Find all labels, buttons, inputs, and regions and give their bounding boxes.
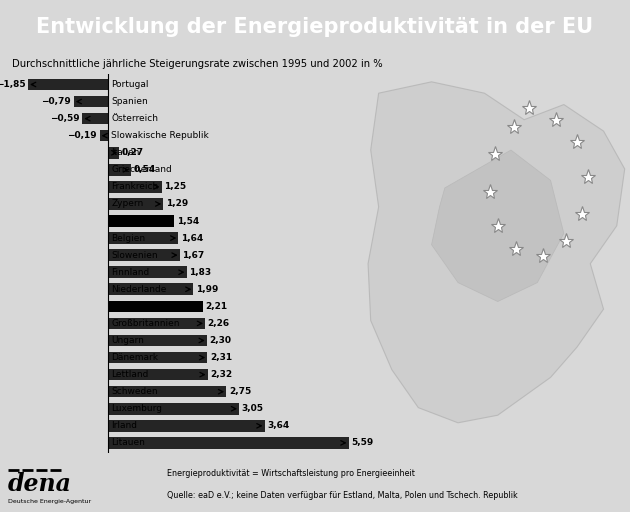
Text: −0,19: −0,19 [67, 131, 97, 140]
Text: 2,32: 2,32 [210, 370, 232, 379]
Text: Finnland: Finnland [111, 268, 149, 276]
Text: Großbritannien: Großbritannien [111, 319, 180, 328]
Bar [108, 198, 163, 210]
Bar [108, 403, 239, 415]
Text: 5,59: 5,59 [351, 438, 374, 447]
Text: Griechenland: Griechenland [111, 165, 172, 174]
Text: dena: dena [8, 472, 72, 496]
Bar [108, 147, 119, 159]
Text: Deutschland: Deutschland [111, 302, 175, 311]
Polygon shape [368, 82, 625, 423]
Text: 3,64: 3,64 [267, 421, 289, 430]
Text: Zypern: Zypern [111, 200, 144, 208]
Bar [83, 113, 108, 124]
Bar [108, 335, 207, 346]
Text: Deutsche Energie-Agentur: Deutsche Energie-Agentur [8, 499, 91, 504]
Text: Schweden: Schweden [111, 387, 158, 396]
Bar [108, 215, 174, 227]
Text: Durchschnittliche jährliche Steigerungsrate zwischen 1995 und 2002 in %: Durchschnittliche jährliche Steigerungsr… [13, 59, 383, 69]
Text: −0,79: −0,79 [42, 97, 71, 106]
Bar [108, 437, 348, 449]
Text: EU-25: EU-25 [111, 217, 140, 225]
Text: 2,75: 2,75 [229, 387, 251, 396]
Text: 2,30: 2,30 [209, 336, 231, 345]
Bar [108, 181, 161, 193]
Bar [108, 352, 207, 364]
Text: Slowenien: Slowenien [111, 251, 158, 260]
Text: −1,85: −1,85 [0, 80, 25, 89]
Bar [100, 130, 108, 141]
Text: 2,31: 2,31 [210, 353, 232, 362]
Text: Energieproduktivität = Wirtschaftsleistung pro Energieeinheit: Energieproduktivität = Wirtschaftsleistu… [167, 469, 415, 478]
Bar [108, 420, 265, 432]
Text: Quelle: eaD e.V.; keine Daten verfügbar für Estland, Malta, Polen und Tschech. R: Quelle: eaD e.V.; keine Daten verfügbar … [167, 491, 518, 500]
Text: 1,64: 1,64 [181, 233, 203, 243]
Text: Belgien: Belgien [111, 233, 146, 243]
Text: Ungarn: Ungarn [111, 336, 144, 345]
Text: 3,05: 3,05 [242, 404, 264, 413]
Bar [108, 266, 186, 278]
Text: 1,67: 1,67 [182, 251, 205, 260]
Text: Slowakische Republik: Slowakische Republik [111, 131, 209, 140]
Text: Litauen: Litauen [111, 438, 145, 447]
Text: Irland: Irland [111, 421, 137, 430]
Text: 1,83: 1,83 [189, 268, 211, 276]
Text: Dänemark: Dänemark [111, 353, 158, 362]
Bar [108, 284, 193, 295]
Bar [108, 164, 131, 176]
Text: 2,21: 2,21 [205, 302, 227, 311]
Text: Italien: Italien [111, 148, 139, 157]
Text: 1,54: 1,54 [176, 217, 199, 225]
Text: Österreich: Österreich [111, 114, 158, 123]
Text: Entwicklung der Energieproduktivität in der EU: Entwicklung der Energieproduktivität in … [37, 17, 593, 37]
Text: 1,29: 1,29 [166, 200, 188, 208]
Text: −0,59: −0,59 [50, 114, 80, 123]
Text: 0,27: 0,27 [122, 148, 144, 157]
Text: Lettland: Lettland [111, 370, 149, 379]
Polygon shape [432, 150, 564, 302]
Bar [108, 301, 203, 312]
Bar [108, 386, 226, 397]
Bar [28, 79, 108, 90]
Bar [108, 232, 178, 244]
Text: 2,26: 2,26 [208, 319, 230, 328]
Bar [74, 96, 108, 108]
Text: Luxemburg: Luxemburg [111, 404, 162, 413]
Bar [108, 249, 180, 261]
Text: 0,54: 0,54 [134, 165, 156, 174]
Text: Spanien: Spanien [111, 97, 148, 106]
Text: Portugal: Portugal [111, 80, 149, 89]
Text: 1,25: 1,25 [164, 182, 186, 191]
Bar [108, 369, 208, 380]
Bar [108, 317, 205, 329]
Text: Niederlande: Niederlande [111, 285, 166, 294]
Text: Frankreich: Frankreich [111, 182, 158, 191]
Text: 1,99: 1,99 [196, 285, 219, 294]
